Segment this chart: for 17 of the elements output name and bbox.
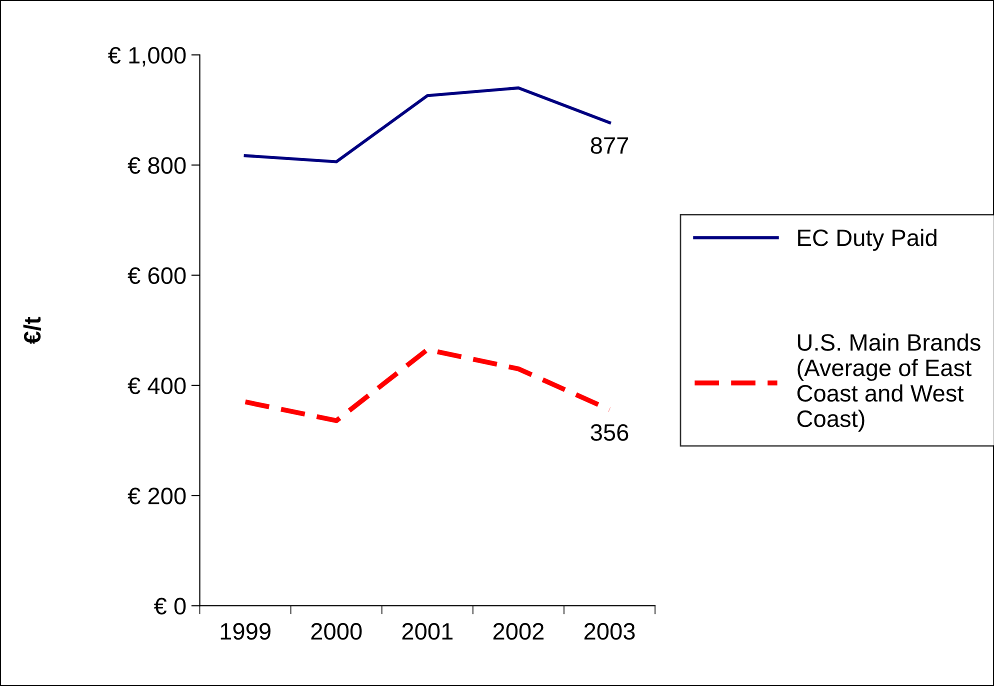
y-tick-label: € 200: [128, 488, 186, 504]
data-label: 877: [590, 137, 628, 154]
x-tick-label: 1999: [220, 623, 270, 640]
y-axis-title: €/t: [23, 316, 41, 344]
y-tick-label: € 400: [128, 377, 186, 394]
legend-label: EC Duty Paid: [798, 228, 936, 251]
y-tick-label: € 800: [128, 157, 186, 174]
y-tick-label: € 600: [128, 267, 186, 284]
y-tick-label: € 1,000: [108, 46, 186, 66]
x-tick-label: 2003: [584, 623, 635, 640]
data-label: 356: [590, 424, 628, 441]
x-tick-label: 2002: [493, 623, 544, 640]
legend-label: U.S. Main Brands (Average of East Coast and West Coast): [797, 333, 980, 432]
line-series: [242, 347, 612, 424]
x-tick-label: 2000: [311, 623, 362, 640]
y-tick-label: € 0: [154, 598, 186, 615]
x-tick-label: 2001: [402, 623, 453, 640]
